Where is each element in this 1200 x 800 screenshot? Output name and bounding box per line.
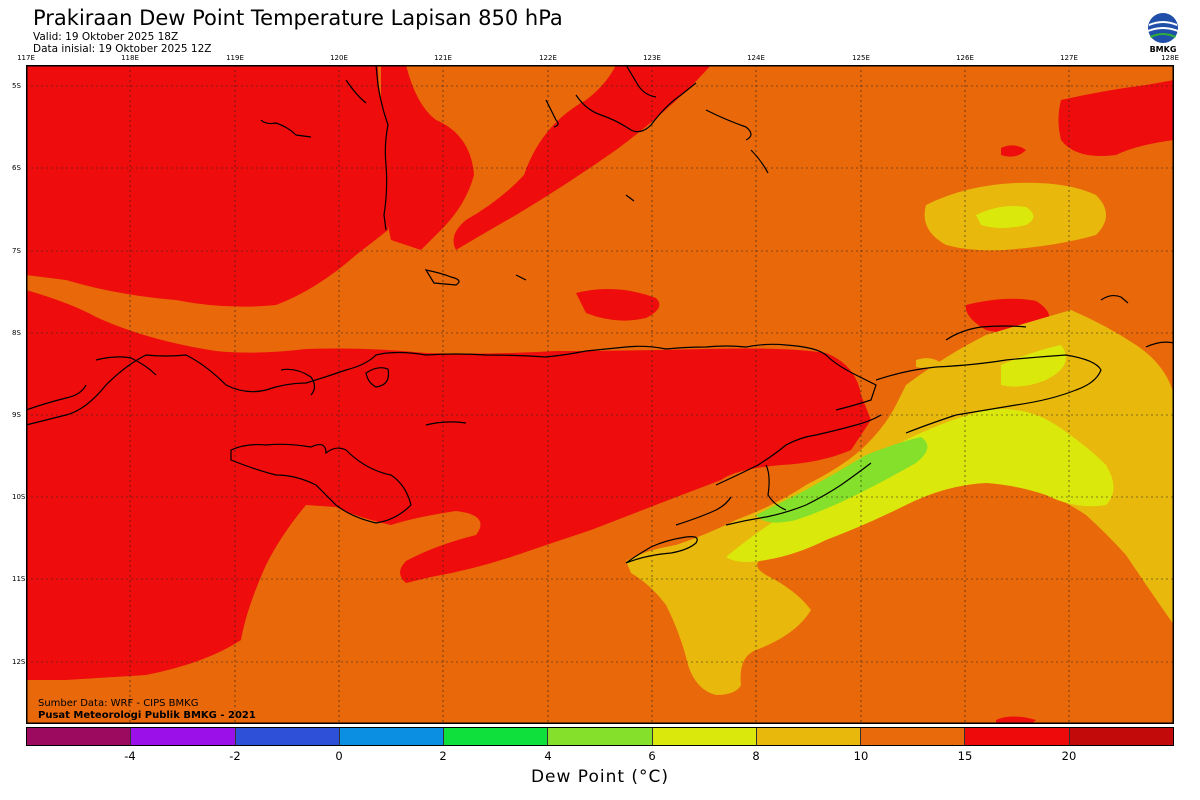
lon-label: 119E — [226, 54, 244, 62]
lat-label: 6S — [12, 164, 21, 172]
colorbar-tick: 6 — [648, 749, 656, 763]
lon-label: 120E — [330, 54, 348, 62]
colorbar-tick: 15 — [957, 749, 973, 763]
lon-label: 125E — [852, 54, 870, 62]
coastlines — [26, 65, 1174, 564]
lat-label: 10S — [12, 493, 26, 501]
lon-label: 123E — [643, 54, 661, 62]
colorbar-segment — [861, 728, 966, 745]
lat-label: 9S — [12, 411, 21, 419]
colorbar-segment — [756, 728, 862, 745]
green-zone — [756, 437, 928, 523]
lon-label: 127E — [1060, 54, 1078, 62]
lon-label: 118E — [121, 54, 139, 62]
lat-label: 8S — [12, 329, 21, 337]
valid-time: Valid: 19 Oktober 2025 18Z — [33, 31, 179, 43]
colorbar — [26, 727, 1174, 746]
lon-label: 122E — [539, 54, 557, 62]
lon-label: 117E — [17, 54, 35, 62]
colorbar-title: Dew Point (°C) — [530, 767, 670, 787]
dew-point-map — [26, 65, 1174, 724]
colorbar-tick: -4 — [124, 749, 136, 763]
lon-label: 121E — [434, 54, 452, 62]
colorbar-tick: -2 — [229, 749, 241, 763]
gridlines — [26, 65, 1174, 724]
lon-label: 128E — [1161, 54, 1179, 62]
colorbar-tick: 8 — [752, 749, 760, 763]
colorbar-tick: 2 — [439, 749, 447, 763]
map-frame — [26, 65, 1174, 724]
colorbar-tick: 4 — [544, 749, 552, 763]
colorbar-segment — [1069, 728, 1173, 745]
bmkg-logo-icon — [1148, 13, 1178, 43]
lat-label: 12S — [12, 658, 26, 666]
colorbar-segment — [131, 728, 236, 745]
yellow-zone — [726, 206, 1114, 562]
lat-label: 5S — [12, 82, 21, 90]
lon-label: 124E — [747, 54, 765, 62]
colorbar-segment — [339, 728, 445, 745]
lat-label: 7S — [12, 247, 21, 255]
colorbar-segment — [235, 728, 340, 745]
colorbar-segment — [444, 728, 549, 745]
publisher-credit: Pusat Meteorologi Publik BMKG - 2021 — [38, 710, 256, 721]
colorbar-tick: 20 — [1061, 749, 1077, 763]
init-time: Data inisial: 19 Oktober 2025 12Z — [33, 43, 212, 55]
source-credit: Sumber Data: WRF - CIPS BMKG — [38, 698, 199, 709]
lat-label: 11S — [12, 575, 26, 583]
colorbar-tick: 0 — [335, 749, 343, 763]
colorbar-segment — [965, 728, 1070, 745]
logo-label: BMKG — [1149, 45, 1177, 54]
chart-title: Prakiraan Dew Point Temperature Lapisan … — [33, 6, 563, 30]
colorbar-segment — [27, 728, 132, 745]
lon-label: 126E — [956, 54, 974, 62]
colorbar-segment — [548, 728, 653, 745]
colorbar-tick: 10 — [853, 749, 869, 763]
colorbar-segment — [652, 728, 757, 745]
